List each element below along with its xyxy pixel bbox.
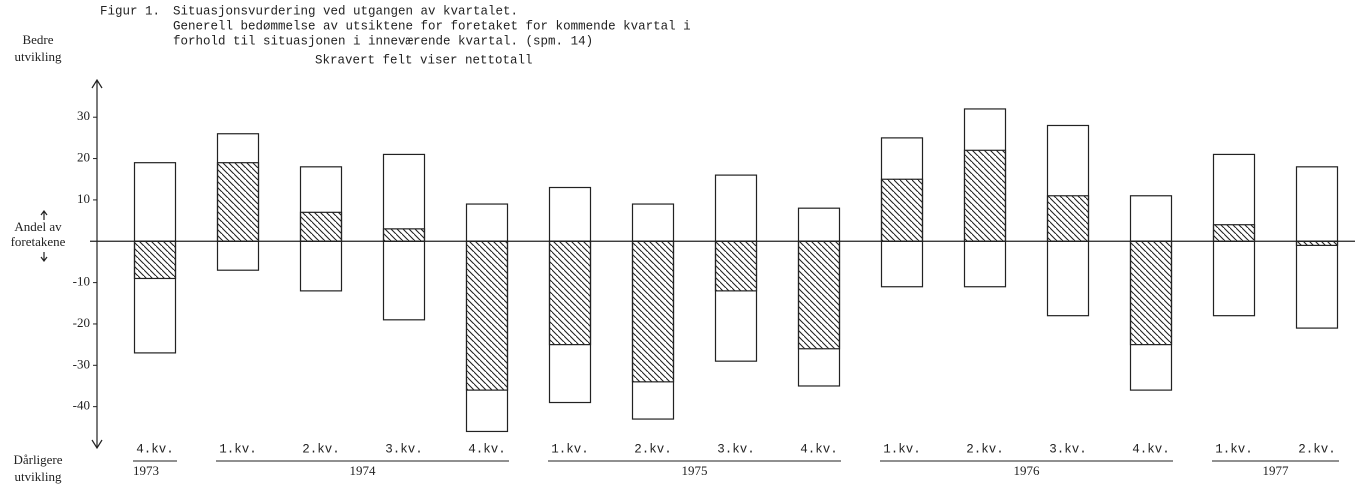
x-tick-label: 1.kv.	[219, 442, 257, 456]
x-tick-label: 3.kv.	[385, 442, 423, 456]
figure-label: Figur 1.	[100, 4, 160, 18]
x-tick-label: 2.kv.	[302, 442, 340, 456]
bar-net	[382, 228, 426, 242]
bar-upper	[631, 203, 675, 242]
y-tick-label: 30	[77, 108, 90, 123]
y-label: foretakene	[11, 234, 66, 249]
bar-net	[548, 240, 592, 346]
bar-net	[1129, 240, 1173, 346]
bar-net	[880, 178, 924, 242]
x-tick-label: 2.kv.	[966, 442, 1004, 456]
bar-upper	[714, 174, 758, 242]
bar-net	[133, 240, 177, 280]
bar-net	[465, 240, 509, 391]
y-label: Andel av	[14, 219, 62, 234]
bar-lower	[299, 240, 343, 292]
bar-lower	[1295, 240, 1339, 329]
bar-upper	[465, 203, 509, 242]
x-tick-label: 1.kv.	[551, 442, 589, 456]
year-label: 1975	[682, 463, 708, 478]
bar-lower	[963, 240, 1007, 288]
y-label: Dårligere	[13, 452, 62, 467]
subtitle: Generell bedømmelse av utsiktene for for…	[173, 19, 691, 33]
x-tick-label: 4.kv.	[800, 442, 838, 456]
year-label: 1973	[133, 463, 159, 478]
x-tick-label: 2.kv.	[1298, 442, 1336, 456]
bar-upper	[382, 153, 426, 242]
y-label: Bedre	[22, 32, 53, 47]
subtitle: forhold til situasjonen i inneværende kv…	[173, 34, 593, 48]
y-label: utvikling	[15, 49, 62, 64]
x-tick-label: 4.kv.	[468, 442, 506, 456]
bar-upper	[1295, 166, 1339, 242]
bar-lower	[216, 240, 260, 271]
bar-upper	[797, 207, 841, 242]
y-tick-label: -40	[73, 398, 90, 413]
x-tick-label: 3.kv.	[717, 442, 755, 456]
bar-net	[963, 149, 1007, 242]
y-tick-label: -20	[73, 315, 90, 330]
bar-net	[299, 211, 343, 242]
bar-net	[631, 240, 675, 383]
y-tick-label: -10	[73, 274, 90, 289]
x-tick-label: 1.kv.	[1215, 442, 1253, 456]
bar-lower	[880, 240, 924, 288]
bar-net	[714, 240, 758, 292]
bar-lower	[1046, 240, 1090, 317]
arrows	[40, 78, 103, 450]
year-label: 1974	[350, 463, 377, 478]
year-label: 1977	[1263, 463, 1290, 478]
y-label: utvikling	[15, 469, 62, 484]
bar-upper	[1129, 195, 1173, 242]
annotation: Skravert felt viser nettotall	[315, 53, 533, 67]
chart-title: Situasjonsvurdering ved utgangen av kvar…	[173, 4, 518, 18]
x-tick-label: 3.kv.	[1049, 442, 1087, 456]
y-tick-label: 20	[77, 150, 90, 165]
bar-net	[797, 240, 841, 350]
x-tick-label: 2.kv.	[634, 442, 672, 456]
bar-net	[1046, 195, 1090, 242]
y-tick-label: -30	[73, 356, 90, 371]
bar-upper	[133, 162, 177, 242]
year-label: 1976	[1014, 463, 1041, 478]
bar-net	[1212, 224, 1256, 242]
bar-lower	[1212, 240, 1256, 317]
bar-net	[216, 162, 260, 242]
bar-lower	[382, 240, 426, 321]
bar-upper	[548, 186, 592, 242]
x-tick-label: 4.kv.	[136, 442, 174, 456]
x-tick-label: 4.kv.	[1132, 442, 1170, 456]
y-tick-label: 10	[77, 191, 90, 206]
x-tick-label: 1.kv.	[883, 442, 921, 456]
